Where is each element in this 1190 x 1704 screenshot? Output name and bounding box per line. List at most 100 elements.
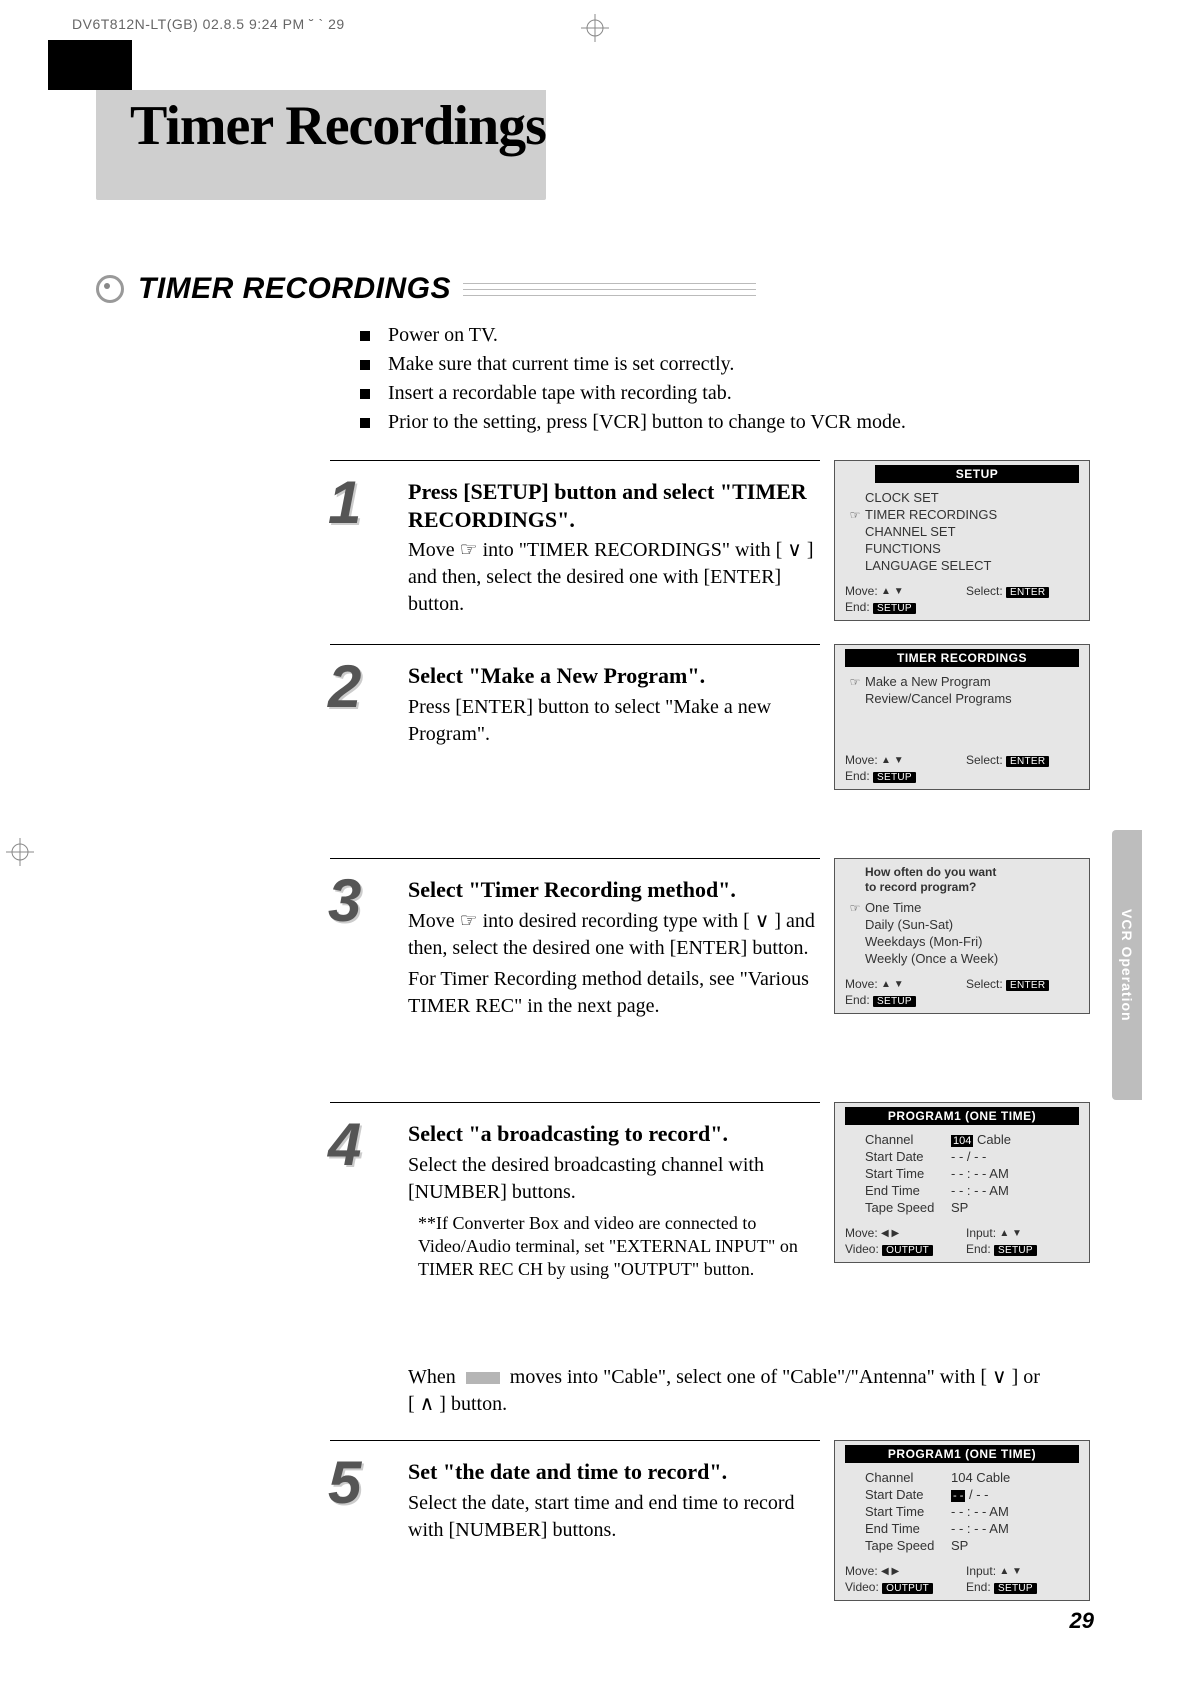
step-number: 5: [328, 1448, 361, 1517]
section-heading: TIMER RECORDINGS: [96, 272, 756, 306]
left-right-icon: ◀ ▶: [881, 1566, 899, 1577]
osd-label: End:: [845, 993, 870, 1007]
up-down-icon: ▲ ▼: [881, 586, 904, 597]
osd-key: SETUP: [873, 603, 916, 614]
osd-label: Move:: [845, 1226, 878, 1240]
step-number: 2: [328, 652, 361, 721]
step-text: Move ☞ into "TIMER RECORDINGS" with [ ∨ …: [408, 537, 820, 618]
step-head: Press [SETUP] button and select "TIMER R…: [408, 478, 820, 533]
osd-k: End Time: [865, 1183, 951, 1198]
osd-k: Start Date: [865, 1149, 951, 1164]
osd-key: OUTPUT: [882, 1245, 933, 1256]
osd-key: OUTPUT: [882, 1583, 933, 1594]
pointer-icon: ☞: [845, 508, 865, 522]
intro-item: Prior to the setting, press [VCR] button…: [388, 411, 906, 434]
osd-k: Start Time: [865, 1166, 951, 1181]
step-number: 1: [328, 468, 361, 537]
intro-item: Power on TV.: [388, 324, 498, 347]
osd-frequency: How often do you wantto record program? …: [834, 858, 1090, 1014]
osd-label: Move:: [845, 753, 878, 767]
osd-k: End Time: [865, 1521, 951, 1536]
step-text: For Timer Recording method details, see …: [408, 966, 820, 1020]
step-5: 5 Set "the date and time to record". Sel…: [330, 1440, 1090, 1674]
osd-label: Select:: [966, 753, 1003, 767]
osd-label: Move:: [845, 977, 878, 991]
osd-k: Start Time: [865, 1504, 951, 1519]
osd-k: Channel: [865, 1470, 951, 1485]
osd-key: SETUP: [994, 1245, 1037, 1256]
osd-program1-a: PROGRAM1 (ONE TIME) Channel104 Cable Sta…: [834, 1102, 1090, 1263]
osd-v: SP: [951, 1200, 1079, 1215]
pointer-icon: ☞: [845, 675, 865, 689]
step-text: Select the desired broadcasting channel …: [408, 1152, 820, 1206]
osd-key: ENTER: [1006, 980, 1049, 991]
osd-label: Move:: [845, 584, 878, 598]
osd-item: CLOCK SET: [865, 490, 939, 505]
left-right-icon: ◀ ▶: [881, 1228, 899, 1239]
osd-header: PROGRAM1 (ONE TIME): [845, 1445, 1079, 1463]
osd-label: Video:: [845, 1242, 879, 1256]
osd-prompt: How often do you want: [865, 865, 996, 879]
osd-item: TIMER RECORDINGS: [865, 507, 997, 522]
pointer-icon: ☞: [845, 901, 865, 915]
osd-item: LANGUAGE SELECT: [865, 558, 991, 573]
osd-v: - - : - - AM: [951, 1504, 1079, 1519]
osd-label: Select:: [966, 584, 1003, 598]
osd-item: FUNCTIONS: [865, 541, 941, 556]
step-head: Set "the date and time to record".: [408, 1458, 820, 1486]
up-down-icon: ▲ ▼: [999, 1566, 1022, 1577]
section-title: TIMER RECORDINGS: [138, 272, 451, 306]
side-tab: VCR Operation: [1112, 830, 1142, 1100]
intro-item: Make sure that current time is set corre…: [388, 353, 734, 376]
step-1: 1 Press [SETUP] button and select "TIMER…: [330, 460, 1090, 644]
step-text: Press [ENTER] button to select "Make a n…: [408, 694, 820, 748]
osd-label: End:: [845, 769, 870, 783]
osd-item: Weekly (Once a Week): [865, 951, 998, 966]
osd-header: TIMER RECORDINGS: [845, 649, 1079, 667]
osd-v: - - : - - AM: [951, 1166, 1079, 1181]
intro-list: Power on TV. Make sure that current time…: [360, 318, 1000, 440]
up-down-icon: ▲ ▼: [999, 1228, 1022, 1239]
corner-tab: [48, 40, 132, 90]
step-2: 2 Select "Make a New Program". Press [EN…: [330, 644, 1090, 858]
osd-v: SP: [951, 1538, 1079, 1553]
square-bullet-icon: [360, 418, 370, 428]
osd-v: - - : - - AM: [951, 1183, 1079, 1198]
osd-item: CHANNEL SET: [865, 524, 956, 539]
osd-k: Channel: [865, 1132, 951, 1147]
cropmark-left-icon: [6, 838, 34, 866]
osd-header: PROGRAM1 (ONE TIME): [845, 1107, 1079, 1125]
osd-key: ENTER: [1006, 587, 1049, 598]
between-note: When moves into "Cable", select one of "…: [408, 1364, 1048, 1418]
osd-key: SETUP: [873, 996, 916, 1007]
osd-v: / - -: [965, 1487, 988, 1502]
osd-v-hl: - -: [951, 1490, 965, 1502]
osd-v: - - : - - AM: [951, 1521, 1079, 1536]
step-head: Select "a broadcasting to record".: [408, 1120, 820, 1148]
section-rule: [463, 278, 756, 301]
square-bullet-icon: [360, 389, 370, 399]
osd-header: SETUP: [875, 465, 1079, 483]
step-number: 3: [328, 866, 361, 935]
step-head: Select "Make a New Program".: [408, 662, 820, 690]
osd-setup: SETUP CLOCK SET ☞TIMER RECORDINGS CHANNE…: [834, 460, 1090, 621]
step-text: Move ☞ into desired recording type with …: [408, 908, 820, 962]
up-down-icon: ▲ ▼: [881, 979, 904, 990]
step-head: Select "Timer Recording method".: [408, 876, 820, 904]
square-bullet-icon: [360, 360, 370, 370]
osd-k: Start Date: [865, 1487, 951, 1502]
osd-k: Tape Speed: [865, 1200, 951, 1215]
osd-key: SETUP: [873, 772, 916, 783]
square-bullet-icon: [360, 331, 370, 341]
step-4: 4 Select "a broadcasting to record". Sel…: [330, 1102, 1090, 1346]
osd-program1-b: PROGRAM1 (ONE TIME) Channel104 Cable Sta…: [834, 1440, 1090, 1601]
osd-label: Move:: [845, 1564, 878, 1578]
osd-item: One Time: [865, 900, 921, 915]
cursor-bar-icon: [466, 1372, 500, 1384]
osd-v-hl: 104: [951, 1135, 973, 1147]
up-down-icon: ▲ ▼: [881, 755, 904, 766]
step-3: 3 Select "Timer Recording method". Move …: [330, 858, 1090, 1102]
osd-item: Review/Cancel Programs: [865, 691, 1012, 706]
step-note: **If Converter Box and video are connect…: [408, 1212, 820, 1282]
page-title: Timer Recordings: [130, 94, 546, 158]
